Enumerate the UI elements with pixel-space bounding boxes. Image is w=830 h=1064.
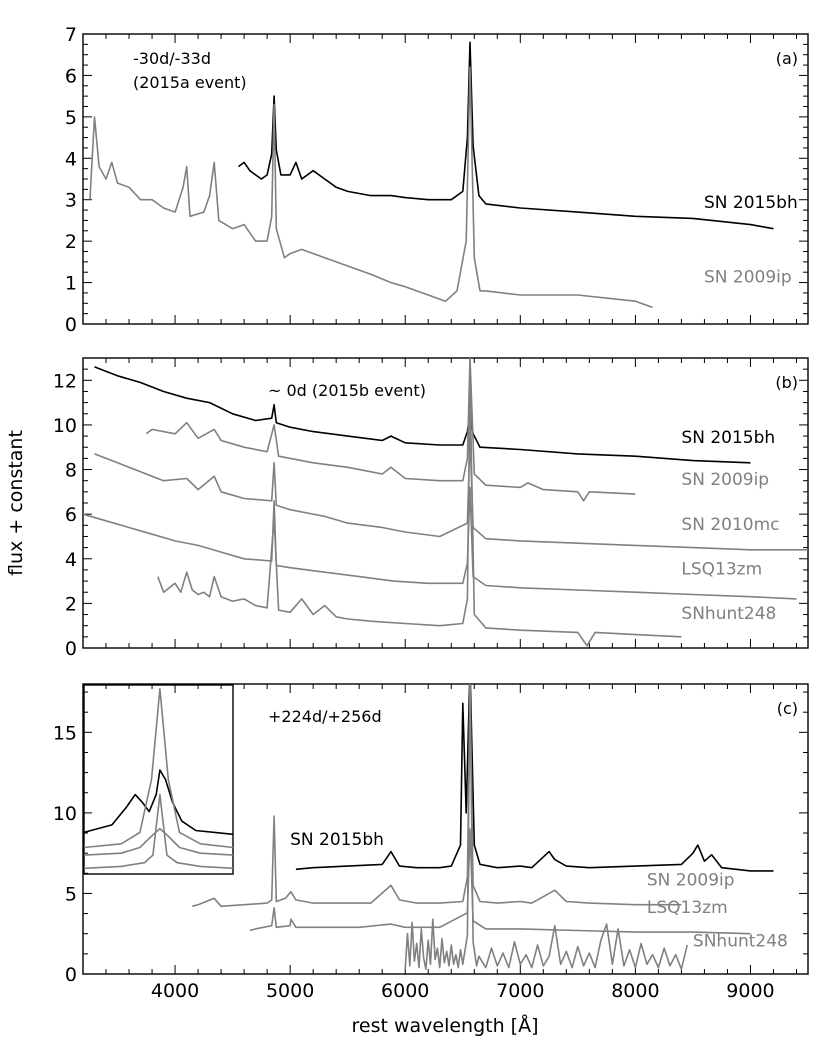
panel-c: 4000 5000 6000 7000 8000 9000 0 5 10 15 SN 2015bh S…	[53, 683, 809, 1002]
series-label-sn-2010mc: SN 2010mc	[681, 515, 779, 535]
series-label-sn-2009ip: SN 2009ip	[647, 870, 735, 890]
inset-spectrum-sn-2009ip	[83, 688, 234, 849]
x-axis-label: rest wavelength [Å]	[351, 1014, 538, 1037]
panel-annotation: (2015a event)	[133, 73, 247, 92]
panel-annotation: +224d/+256d	[268, 707, 382, 726]
x-tick-label: 4000	[151, 980, 199, 1002]
panel-annotation: -30d/-33d	[133, 49, 211, 68]
series-label-snhunt248: SNhunt248	[693, 932, 788, 952]
panel-annotation: ~ 0d (2015b event)	[268, 381, 426, 400]
spectrum-snhunt248	[157, 379, 682, 647]
y-tick-label: 6	[65, 504, 77, 526]
inset-panel	[83, 684, 234, 875]
spectrum-lsq13zm	[83, 486, 797, 600]
spectrum-sn-2009ip	[192, 684, 682, 908]
y-tick-label: 5	[65, 107, 77, 129]
panel-frame-c	[82, 683, 809, 975]
spectrum-sn-2009ip	[145, 358, 636, 502]
series-label-snhunt248: SNhunt248	[681, 604, 776, 624]
series-label-sn-2015bh: SN 2015bh	[681, 428, 775, 448]
series-label-sn-2015bh: SN 2015bh	[704, 193, 798, 213]
spectrum-sn-2015bh	[295, 684, 774, 872]
series-label-sn-2009ip: SN 2009ip	[704, 268, 792, 288]
series-label-lsq13zm: LSQ13zm	[681, 559, 762, 579]
spectrum-sn-2009ip	[89, 66, 653, 309]
y-tick-label: 10	[53, 415, 77, 437]
y-tick-label: 1	[65, 273, 77, 295]
inset-spectrum-lsq13zm	[83, 827, 234, 856]
spectrum-sn-2015bh	[237, 41, 774, 230]
y-tick-label: 7	[65, 24, 77, 46]
y-tick-label: 0	[65, 314, 77, 336]
y-tick-label: 4	[65, 148, 77, 170]
inset-spectrum-snhunt248	[83, 793, 234, 870]
y-tick-label: 8	[65, 460, 77, 482]
x-tick-label: 8000	[611, 980, 659, 1002]
panel-b: 0 2 4 6 8 10 12 SN 2015bh SN 2009ip SN 2010mc LSQ1…	[53, 357, 809, 660]
panel-tag-b: (b)	[775, 373, 798, 392]
y-tick-label: 2	[65, 593, 77, 615]
x-tick-label: 6000	[381, 980, 429, 1002]
spectrum-sn-2010mc	[94, 435, 808, 551]
y-tick-label: 0	[65, 638, 77, 660]
y-tick-label: 15	[53, 722, 77, 744]
y-tick-label: 2	[65, 231, 77, 253]
spectrum-sn-2015bh	[94, 366, 751, 464]
y-tick-label: 0	[65, 964, 77, 986]
inset-frame	[83, 684, 234, 875]
series-label-sn-2015bh: SN 2015bh	[290, 830, 384, 850]
spectrum-snhunt248	[404, 684, 688, 970]
y-axis-label: flux + constant	[5, 430, 27, 576]
panel-tag-c: (c)	[777, 699, 798, 718]
y-tick-label: 12	[53, 370, 77, 392]
panel-a: 0 1 2 3 4 5 6 7 SN 2015bh SN 2009ip (a) -30d/-33d (2…	[65, 24, 809, 336]
panel-tag-a: (a)	[776, 49, 798, 68]
series-label-sn-2009ip: SN 2009ip	[681, 470, 769, 490]
y-tick-label: 10	[53, 803, 77, 825]
spectrum-lsq13zm	[249, 828, 751, 935]
inset-spectrum-sn-2015bh	[83, 769, 234, 836]
x-tick-label: 7000	[496, 980, 544, 1002]
y-tick-label: 5	[65, 883, 77, 905]
x-tick-label: 5000	[266, 980, 314, 1002]
y-tick-label: 4	[65, 549, 77, 571]
series-label-lsq13zm: LSQ13zm	[647, 898, 728, 918]
x-tick-label: 9000	[726, 980, 774, 1002]
y-tick-label: 3	[65, 190, 77, 212]
y-tick-label: 6	[65, 65, 77, 87]
